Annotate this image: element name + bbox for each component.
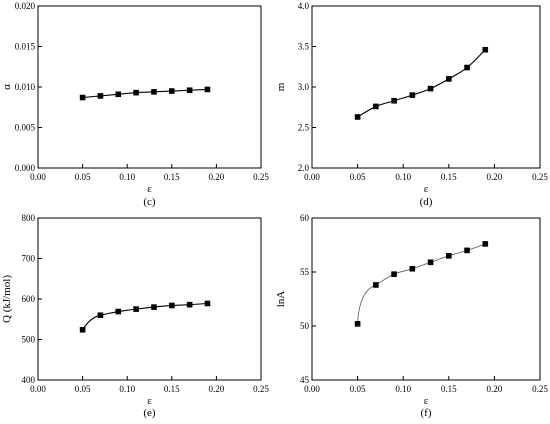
data-point	[354, 114, 361, 120]
y-tick-label: 0.010	[15, 82, 36, 92]
x-tick-label: 0.20	[487, 384, 503, 394]
data-point	[482, 46, 489, 53]
x-tick-label: 0.05	[350, 172, 366, 182]
data-point	[204, 86, 211, 93]
x-tick-label: 0.10	[395, 384, 411, 394]
x-tick-label: 0.15	[441, 384, 457, 394]
y-tick-label: 60	[300, 213, 310, 223]
data-point	[115, 308, 122, 315]
x-tick-label: 0.20	[487, 172, 503, 182]
data-point	[409, 265, 416, 272]
y-tick-label: 50	[300, 321, 310, 331]
x-tick-label: 0.00	[304, 384, 320, 394]
data-point	[427, 259, 434, 266]
y-tick-label: 0.015	[15, 42, 36, 52]
x-tick-label: 0.20	[209, 172, 225, 182]
data-point	[464, 247, 470, 254]
data-point	[79, 326, 86, 333]
data-point	[409, 92, 416, 98]
y-tick-label: 4.0	[298, 1, 310, 11]
data-point	[133, 306, 139, 312]
data-point	[133, 89, 139, 96]
x-tick-label: 0.25	[253, 172, 269, 182]
plot-frame	[311, 5, 541, 169]
data-point	[427, 85, 434, 92]
data-point	[151, 89, 157, 95]
panel-e: 0.00 0.05 0.10 0.15 0.20 0.25 400 500 600 700 800 ε…	[1, 213, 269, 419]
x-tick-label: 0.05	[350, 384, 366, 394]
data-point	[169, 302, 175, 309]
data-point	[446, 76, 452, 82]
y-tick-label: 45	[300, 375, 310, 385]
data-point	[79, 94, 86, 101]
x-tick-label: 0.00	[30, 172, 46, 182]
x-tick-label: 0.15	[164, 384, 180, 394]
y-tick-label: 700	[22, 254, 36, 264]
panel-f: 0.00 0.05 0.10 0.15 0.20 0.25 45 50 55 60 ε lnA (f)	[275, 213, 548, 419]
data-point	[169, 88, 175, 94]
data-point	[373, 282, 379, 288]
plot-frame	[37, 217, 262, 381]
panel-caption: (d)	[420, 196, 433, 208]
x-tick-label: 0.15	[164, 172, 180, 182]
plot-frame	[311, 217, 541, 381]
x-tick-label: 0.10	[395, 172, 411, 182]
data-point	[373, 103, 379, 110]
data-point	[482, 241, 489, 247]
x-tick-label: 0.00	[304, 172, 320, 182]
y-tick-label: 400	[22, 375, 36, 385]
y-axis-label: lnA	[275, 291, 287, 308]
y-tick-label: 3.0	[298, 82, 310, 92]
data-point	[186, 301, 193, 308]
y-tick-label: 800	[22, 213, 36, 223]
data-point	[186, 87, 193, 94]
data-point	[391, 97, 397, 104]
data-point	[97, 312, 104, 318]
data-point	[354, 321, 361, 327]
x-tick-label: 0.05	[75, 172, 91, 182]
x-tick-label: 0.20	[209, 384, 225, 394]
data-point	[391, 271, 397, 277]
data-point	[151, 304, 157, 310]
x-tick-label: 0.05	[75, 384, 91, 394]
x-tick-label: 0.25	[253, 384, 269, 394]
data-point	[446, 253, 452, 259]
x-axis-label: ε	[147, 183, 152, 195]
x-tick-label: 0.10	[119, 172, 135, 182]
y-tick-label: 500	[22, 335, 36, 345]
data-point	[97, 93, 104, 99]
y-tick-label: 0.000	[15, 163, 36, 173]
panel-d: 0.00 0.05 0.10 0.15 0.20 0.25 2.0 2.5 3.0 3.5 4.0 ε…	[275, 1, 548, 208]
y-tick-label: 3.5	[298, 42, 310, 52]
x-tick-label: 0.10	[119, 384, 135, 394]
x-axis-label: ε	[424, 183, 429, 195]
plot-frame	[37, 5, 262, 169]
y-axis-label: m	[275, 82, 287, 91]
panel-caption: (e)	[143, 407, 156, 419]
x-axis-label: ε	[147, 395, 152, 407]
y-tick-label: 2.0	[298, 163, 310, 173]
panel-caption: (f)	[421, 407, 432, 419]
data-point	[115, 91, 122, 98]
x-tick-label: 0.25	[532, 384, 548, 394]
data-point	[204, 300, 211, 307]
x-axis-label: ε	[424, 395, 429, 407]
panel-caption: (c)	[143, 196, 156, 208]
y-tick-label: 55	[300, 267, 310, 277]
y-tick-label: 0.005	[15, 123, 36, 133]
y-tick-label: 600	[22, 294, 36, 304]
y-axis-label: Q (kJ/mol)	[1, 275, 13, 323]
x-tick-label: 0.00	[30, 384, 46, 394]
y-tick-label: 0.020	[15, 1, 36, 11]
x-tick-label: 0.25	[532, 172, 548, 182]
x-tick-label: 0.15	[441, 172, 457, 182]
data-point	[464, 64, 470, 71]
panel-c: 0.00 0.05 0.10 0.15 0.20 0.25 0.000 0.005 0.010 0…	[1, 1, 269, 208]
y-tick-label: 2.5	[298, 123, 310, 133]
y-axis-label: α	[1, 84, 13, 90]
